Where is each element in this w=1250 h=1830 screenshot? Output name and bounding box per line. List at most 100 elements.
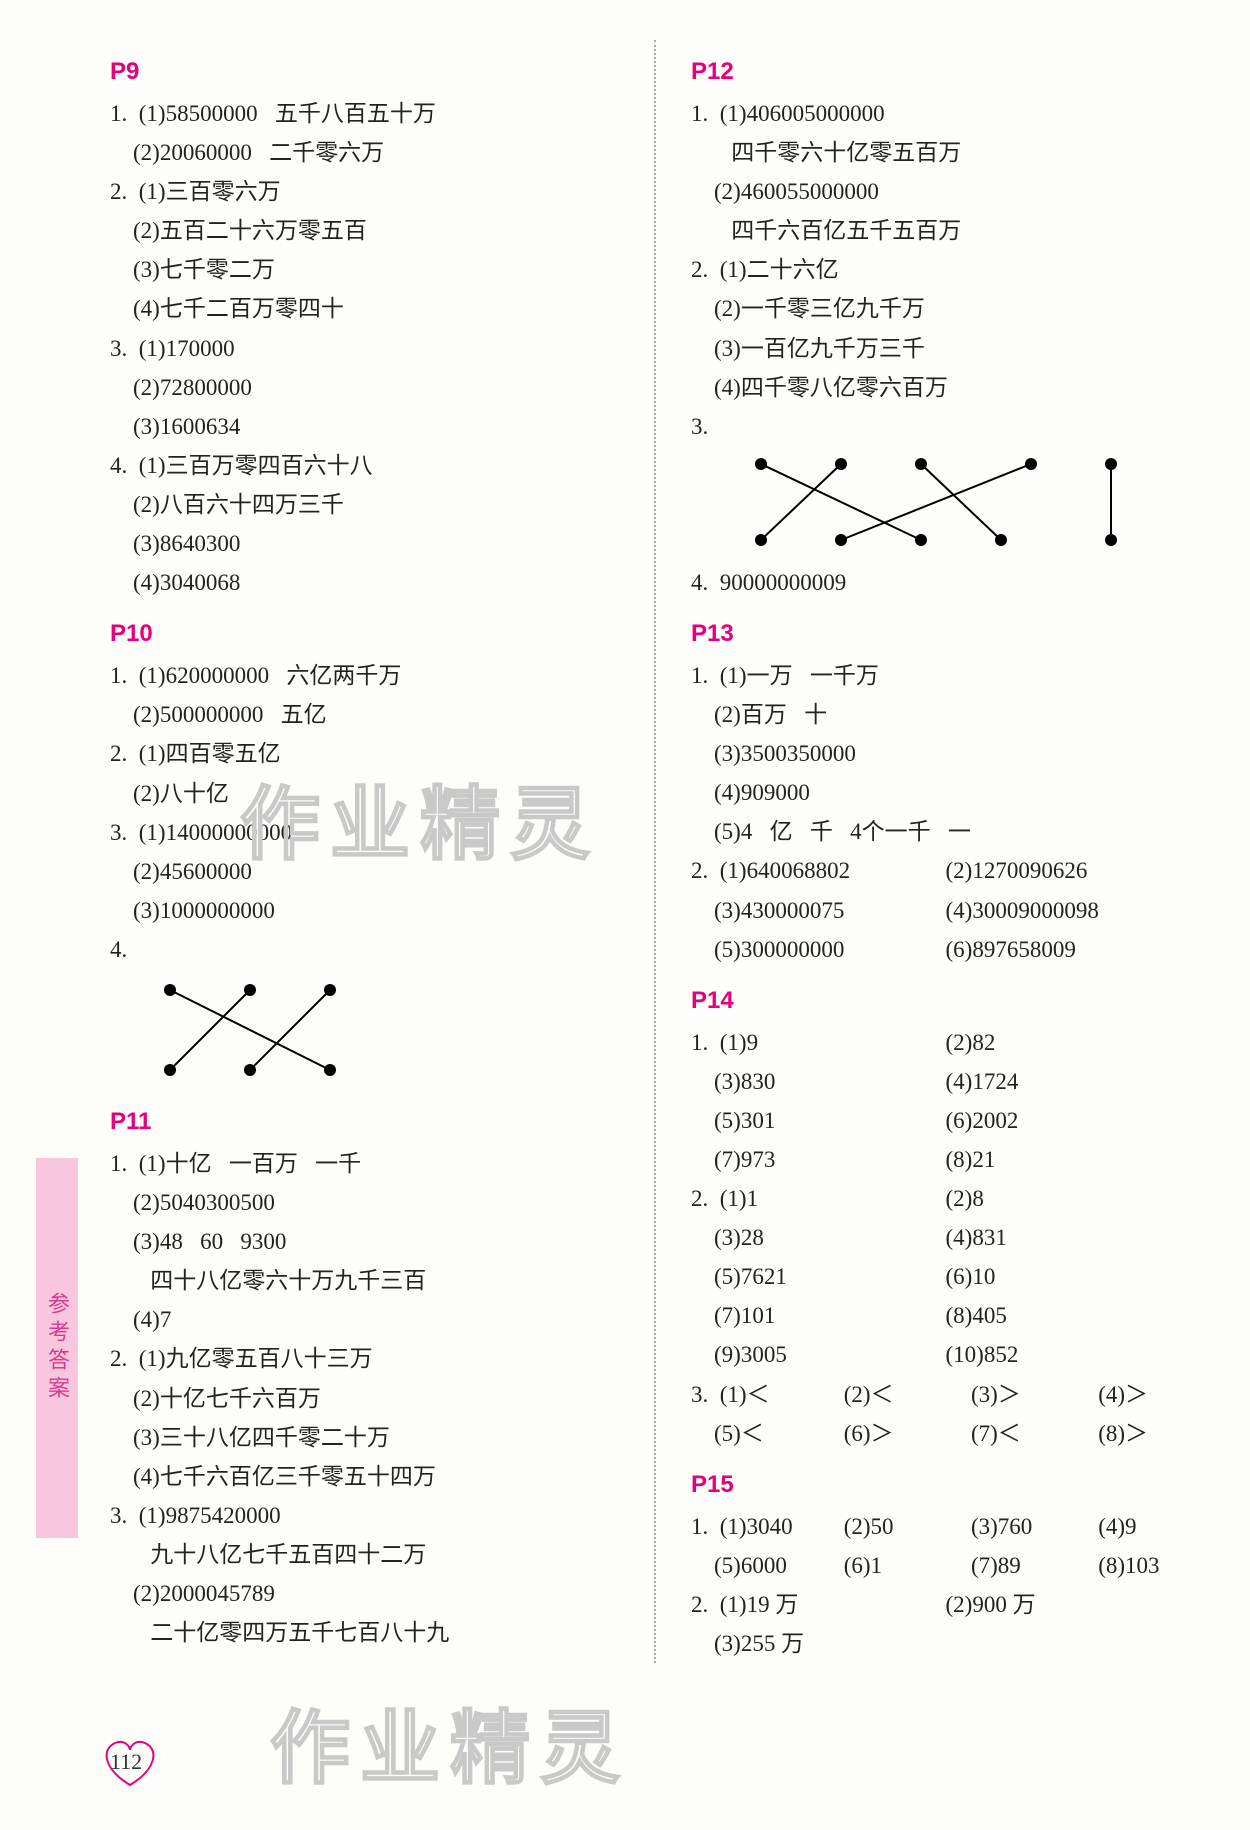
text-line: (2)八十亿 [110, 774, 619, 813]
header-p12: P12 [691, 58, 1200, 86]
right-column: P12 1. (1)406005000000 四千零六十亿零五百万 (2)460… [691, 40, 1200, 1663]
grid-cell: 2. (1)19 万 [691, 1585, 946, 1624]
p10-matching-diagram [150, 975, 619, 1090]
text-line: (4)7 [110, 1300, 619, 1339]
p11-block: 1. (1)十亿 一百万 一千 (2)5040300500 (3)48 60 9… [110, 1144, 619, 1652]
p10-block: 1. (1)620000000 六亿两千万 (2)500000000 五亿 2.… [110, 656, 619, 1090]
text-line: (3)三十八亿四千零二十万 [110, 1418, 619, 1457]
page-content: P9 1. (1)58500000 五千八百五十万 (2)20060000 二千… [0, 0, 1250, 1703]
grid-cell: (8)＞ [1098, 1414, 1200, 1453]
text-line: 3. (1)14000000000 [110, 813, 619, 852]
grid-cell: (3)28 [691, 1218, 946, 1257]
text-line: 九十八亿七千五百四十二万 [110, 1535, 619, 1574]
text-line: (5)4 亿 千 4个一千 一 [691, 812, 1200, 851]
text-line: (2)五百二十六万零五百 [110, 211, 619, 250]
text-line: (4)七千二百万零四十 [110, 289, 619, 328]
grid-cell: (2)900 万 [946, 1585, 1201, 1624]
text-line: 2. (1)九亿零五百八十三万 [110, 1339, 619, 1378]
text-line: 1. (1)406005000000 [691, 94, 1200, 133]
text-line: 四千六百亿五千五百万 [691, 211, 1200, 250]
grid-cell: (5)6000 [691, 1546, 844, 1585]
grid-cell: (8)103 [1098, 1546, 1200, 1585]
column-divider [654, 40, 656, 1663]
text-line: (4)四千零八亿零六百万 [691, 368, 1200, 407]
grid-cell: (8)405 [946, 1296, 1201, 1335]
grid-cell: (5)7621 [691, 1257, 946, 1296]
text-line: (3)48 60 9300 [110, 1222, 619, 1261]
text-line: (2)八百六十四万三千 [110, 485, 619, 524]
text-line: 2. (1)四百零五亿 [110, 734, 619, 773]
grid-cell: (3)760 [971, 1507, 1098, 1546]
grid-cell: (4)30009000098 [946, 891, 1201, 930]
text-line: (3)一百亿九千万三千 [691, 329, 1200, 368]
grid-cell: 2. (1)640068802 [691, 851, 946, 890]
page-number: 112 [110, 1749, 142, 1775]
grid-cell: (3)255 万 [691, 1624, 946, 1663]
text-line: (2)45600000 [110, 852, 619, 891]
grid-cell: (10)852 [946, 1335, 1201, 1374]
text-line: (3)1000000000 [110, 891, 619, 930]
p14-grid2: 3. (1)＜(2)＜(3)＞(4)＞ (5)＜(6)＞(7)＜(8)＞ [691, 1375, 1200, 1453]
text-line: (2)72800000 [110, 368, 619, 407]
text-line: 1. (1)一万 一千万 [691, 656, 1200, 695]
p13-block: 1. (1)一万 一千万 (2)百万 十 (3)3500350000 (4)90… [691, 656, 1200, 969]
text-line: 2. (1)三百零六万 [110, 172, 619, 211]
header-p14: P14 [691, 987, 1200, 1015]
grid-cell: (4)1724 [946, 1062, 1201, 1101]
text-line: 4. 90000000009 [691, 563, 1200, 602]
p15-block: 1. (1)3040(2)50(3)760(4)9 (5)6000(6)1(7)… [691, 1507, 1200, 1663]
text-line: 3. (1)9875420000 [110, 1496, 619, 1535]
p14-block: 1. (1)9(2)82 (3)830(4)1724 (5)301(6)2002… [691, 1023, 1200, 1453]
header-p9: P9 [110, 58, 619, 86]
text-line: (2)5040300500 [110, 1183, 619, 1222]
grid-cell: (2)50 [844, 1507, 971, 1546]
grid-cell: (5)300000000 [691, 930, 946, 969]
grid-cell: 3. (1)＜ [691, 1375, 844, 1414]
grid-cell: (2)82 [946, 1023, 1201, 1062]
p14-grid1: 1. (1)9(2)82 (3)830(4)1724 (5)301(6)2002… [691, 1023, 1200, 1375]
text-line: (3)七千零二万 [110, 250, 619, 289]
grid-cell [946, 1624, 1201, 1663]
text-line: 2. (1)二十六亿 [691, 250, 1200, 289]
p13-grid: 2. (1)640068802(2)1270090626 (3)43000007… [691, 851, 1200, 968]
text-line: (4)909000 [691, 773, 1200, 812]
text-line: (4)3040068 [110, 563, 619, 602]
header-p15: P15 [691, 1471, 1200, 1499]
grid-cell: (7)101 [691, 1296, 946, 1335]
p15-grid2: 2. (1)19 万(2)900 万 (3)255 万 [691, 1585, 1200, 1663]
grid-cell: (5)＜ [691, 1414, 844, 1453]
side-tab: 参考答案 [36, 1158, 78, 1538]
text-line: 1. (1)620000000 六亿两千万 [110, 656, 619, 695]
grid-cell: (3)430000075 [691, 891, 946, 930]
text-line: 3. (1)170000 [110, 329, 619, 368]
text-line: (2)20060000 二千零六万 [110, 133, 619, 172]
grid-cell: (3)830 [691, 1062, 946, 1101]
grid-cell: (4)9 [1098, 1507, 1200, 1546]
text-line: (2)十亿七千六百万 [110, 1379, 619, 1418]
text-line: 1. (1)58500000 五千八百五十万 [110, 94, 619, 133]
grid-cell: (6)＞ [844, 1414, 971, 1453]
text-line: (2)2000045789 [110, 1574, 619, 1613]
p15-grid: 1. (1)3040(2)50(3)760(4)9 (5)6000(6)1(7)… [691, 1507, 1200, 1585]
grid-cell: (2)＜ [844, 1375, 971, 1414]
grid-cell: 2. (1)1 [691, 1179, 946, 1218]
text-line: (2)460055000000 [691, 172, 1200, 211]
p9-block: 1. (1)58500000 五千八百五十万 (2)20060000 二千零六万… [110, 94, 619, 602]
header-p11: P11 [110, 1108, 619, 1136]
text-line: (2)500000000 五亿 [110, 695, 619, 734]
text-line: (4)七千六百亿三千零五十四万 [110, 1457, 619, 1496]
text-line: (3)8640300 [110, 524, 619, 563]
grid-cell: (4)＞ [1098, 1375, 1200, 1414]
left-column: P9 1. (1)58500000 五千八百五十万 (2)20060000 二千… [110, 40, 619, 1663]
grid-cell: (7)＜ [971, 1414, 1098, 1453]
grid-cell: (6)897658009 [946, 930, 1201, 969]
grid-cell: (8)21 [946, 1140, 1201, 1179]
grid-cell: (2)1270090626 [946, 851, 1201, 890]
text-line: 3. [691, 407, 1200, 446]
grid-cell: (5)301 [691, 1101, 946, 1140]
grid-cell: (6)1 [844, 1546, 971, 1585]
grid-cell: (7)973 [691, 1140, 946, 1179]
text-line: (2)百万 十 [691, 695, 1200, 734]
grid-cell: (7)89 [971, 1546, 1098, 1585]
text-line: 4. (1)三百万零四百六十八 [110, 446, 619, 485]
